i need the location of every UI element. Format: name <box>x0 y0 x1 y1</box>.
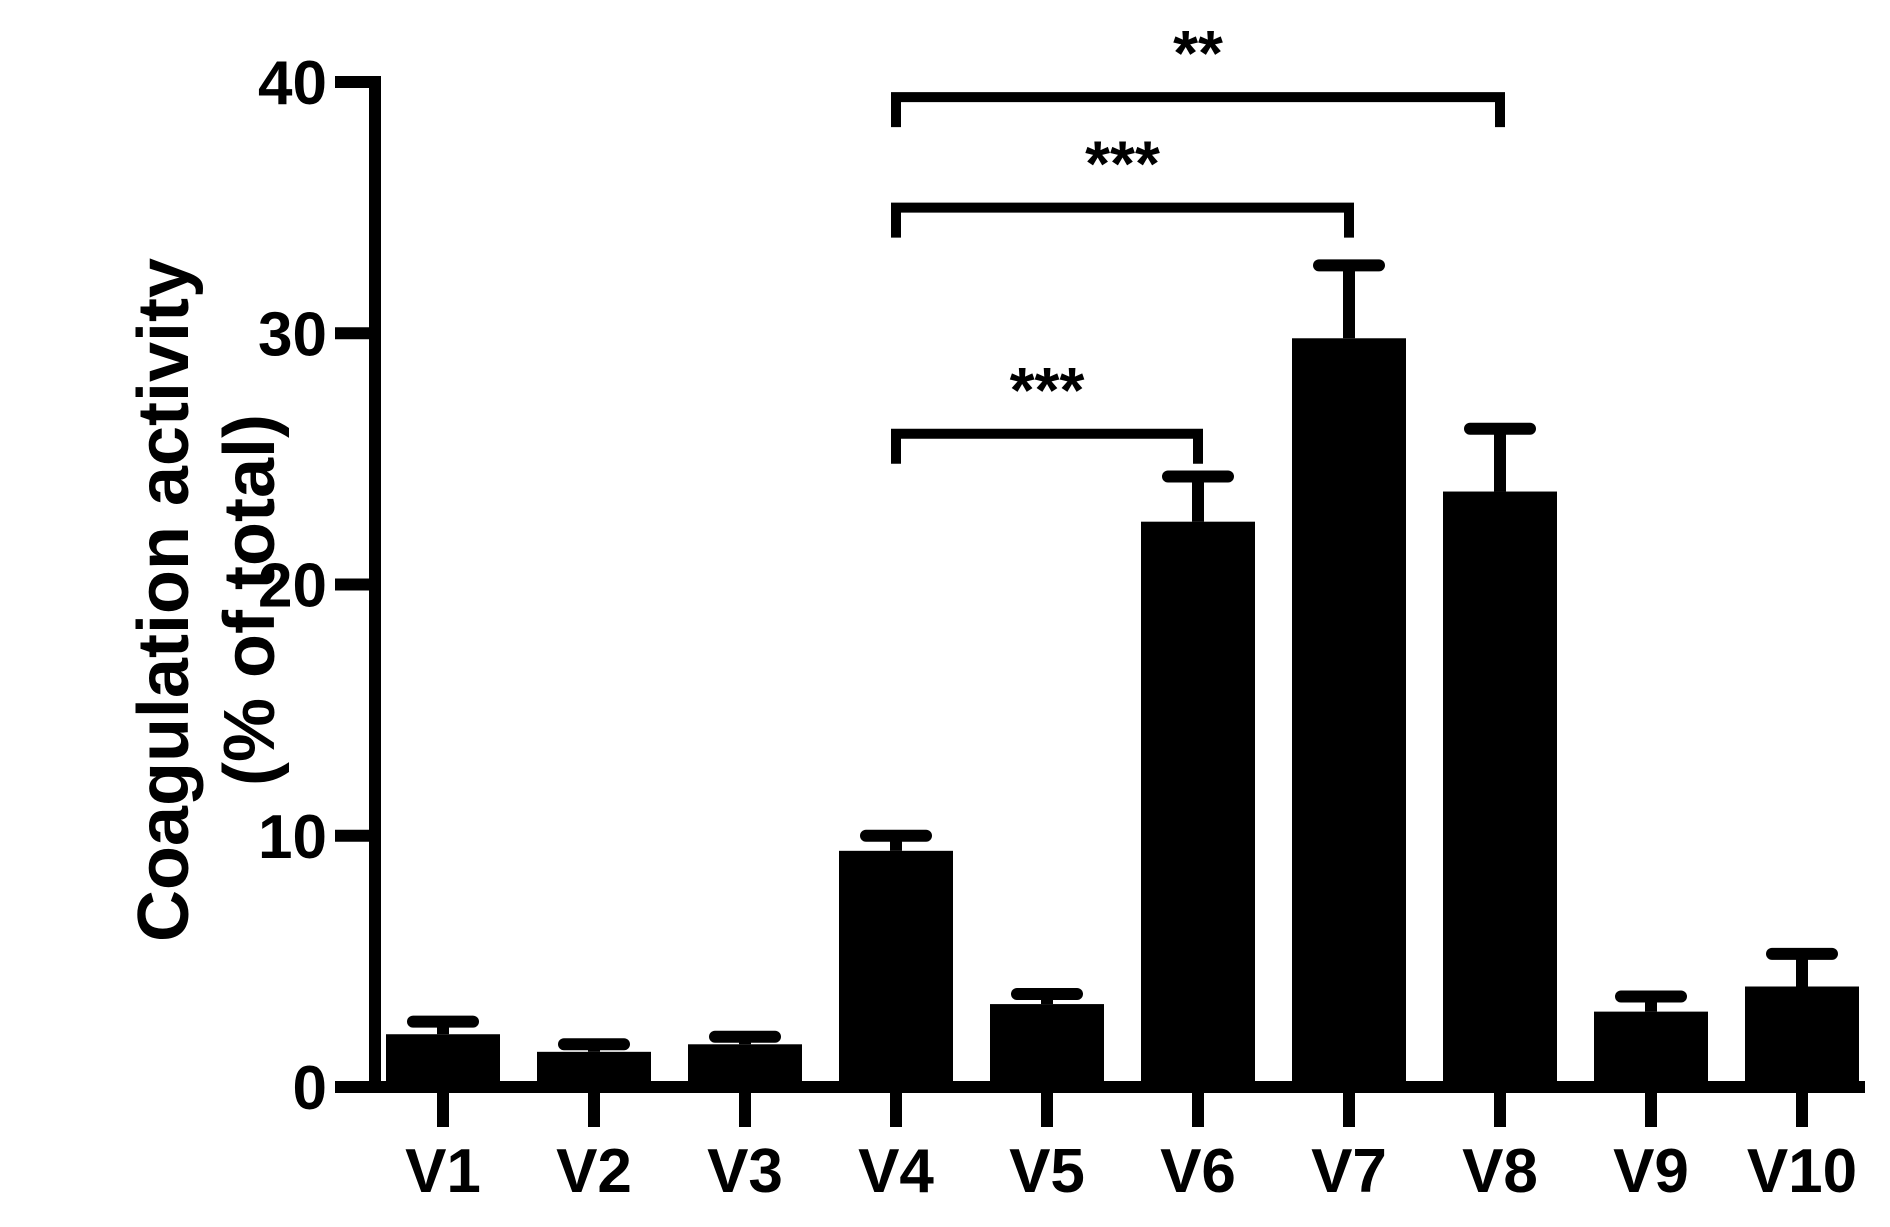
bar-v6 <box>1141 521 1255 1087</box>
y-axis-title: Coagulation activity (% of total) <box>124 258 290 942</box>
x-tick-label-v5: V5 <box>1009 1137 1085 1206</box>
significance-label-1: *** <box>1010 354 1085 426</box>
significance-label-3: ** <box>1173 17 1223 89</box>
bar-v4 <box>839 850 953 1087</box>
significance-bracket-2 <box>891 202 1354 238</box>
significance-bracket-3 <box>891 92 1505 128</box>
y-tick-label-0: 0 <box>293 1054 327 1123</box>
bar-v9 <box>1594 1011 1708 1087</box>
significance-brackets: ******** <box>891 17 1505 464</box>
x-tick-label-v3: V3 <box>707 1137 783 1206</box>
x-tick-label-v9: V9 <box>1613 1137 1689 1206</box>
significance-bracket-1 <box>891 428 1203 464</box>
bar-v8 <box>1443 491 1557 1088</box>
x-tick-label-v6: V6 <box>1160 1137 1236 1206</box>
y-axis-title-line-2: (% of total) <box>210 414 290 786</box>
y-tick-label-40: 40 <box>258 49 327 118</box>
x-tick-label-v1: V1 <box>405 1137 481 1206</box>
bar-v5 <box>990 1004 1104 1087</box>
bar-v2 <box>537 1051 651 1087</box>
x-tick-label-v7: V7 <box>1311 1137 1387 1206</box>
x-tick-label-v2: V2 <box>556 1137 632 1206</box>
bar-v10 <box>1745 986 1859 1087</box>
y-axis-title-line-1: Coagulation activity <box>124 258 204 942</box>
bar-v7 <box>1292 338 1406 1087</box>
x-tick-label-v8: V8 <box>1462 1137 1538 1206</box>
x-tick-label-v10: V10 <box>1747 1137 1857 1206</box>
x-tick-label-v4: V4 <box>858 1137 934 1206</box>
y-tick-label-30: 30 <box>258 300 327 369</box>
y-tick-label-10: 10 <box>258 803 327 872</box>
significance-label-2: *** <box>1085 128 1160 200</box>
bar-v1 <box>386 1034 500 1087</box>
y-tick-label-20: 20 <box>258 552 327 621</box>
bar-v3 <box>688 1044 802 1087</box>
bars <box>386 259 1859 1088</box>
